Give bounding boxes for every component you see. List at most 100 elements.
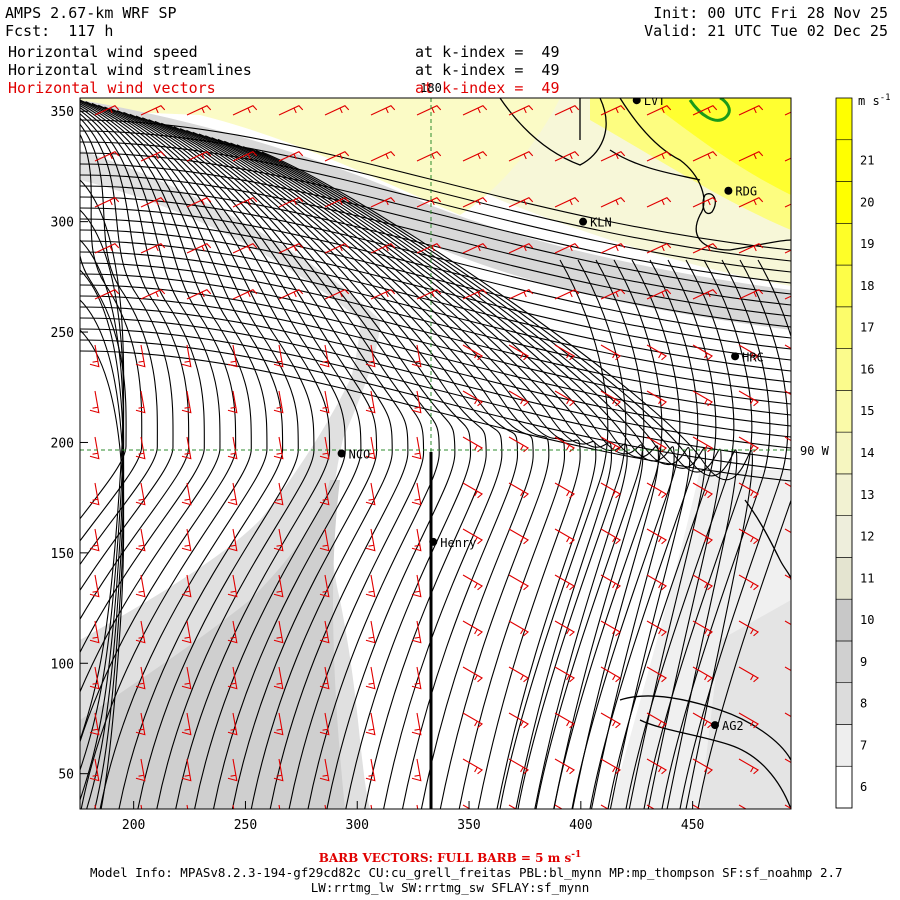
wind-barb (181, 666, 192, 690)
wind-barb (600, 243, 626, 254)
streamline (236, 144, 691, 809)
wind-barb (692, 390, 714, 407)
wind-barb (411, 344, 422, 368)
colorbar-label: 19 (860, 237, 874, 251)
wind-barb (692, 620, 714, 637)
wind-barb (554, 105, 580, 116)
streamline (80, 218, 791, 350)
streamline (85, 101, 315, 809)
field-label-streamlines: Horizontal wind streamlines (8, 61, 252, 79)
colorbar-cell (835, 640, 853, 684)
y-tick-label: 50 (58, 768, 74, 783)
wind-barb (186, 151, 212, 162)
colorbar-label: 8 (860, 697, 867, 711)
wind-barb (227, 482, 238, 506)
wind-barb (738, 151, 764, 162)
wind-barb (738, 758, 760, 775)
colorbar-label: 16 (860, 362, 874, 376)
wind-barb (692, 197, 718, 208)
wind-barb (646, 666, 668, 683)
streamline (186, 129, 566, 809)
wind-barb (508, 390, 530, 407)
streamline (80, 295, 791, 427)
colorbar-label: 11 (860, 571, 874, 585)
wind-barb (462, 712, 484, 729)
wind-barb (181, 712, 192, 736)
wind-barb (89, 758, 100, 782)
station-label: KLN (590, 216, 612, 230)
wind-barb (365, 436, 376, 460)
wind-barb (738, 289, 764, 300)
wind-barb (186, 243, 212, 254)
init-time: Init: 00 UTC Fri 28 Nov 25 (653, 4, 888, 22)
streamline (80, 317, 791, 449)
wind-barb (365, 620, 376, 644)
wind-barb (181, 758, 192, 782)
colorbar-cell (836, 98, 852, 140)
colorbar: 6 7 8 9 10 11 12 13 14 15 16 17 18 19 20 21 (835, 97, 874, 809)
wind-barb (365, 528, 376, 552)
wind-barb (462, 105, 488, 116)
wind-barb (94, 105, 120, 116)
wind-barb (738, 390, 760, 407)
streamline (80, 273, 791, 405)
colorbar-label: 14 (860, 446, 874, 460)
colorbar-cell (835, 181, 853, 224)
wind-barb (692, 436, 714, 453)
wind-barb (324, 197, 350, 208)
wind-barb (600, 574, 622, 591)
wind-barb (324, 243, 350, 254)
wind-barb (227, 712, 238, 736)
wind-barb (600, 197, 626, 208)
station-dot (429, 537, 438, 546)
model-info: Model Info: MPASv8.2.3-194-gf29cd82c CU:… (90, 865, 843, 880)
wind-barb (319, 390, 330, 414)
wind-barb (278, 151, 304, 162)
wind-barb (370, 105, 396, 116)
wind-barb (232, 105, 258, 116)
streamline (192, 131, 581, 809)
wind-barb (135, 758, 146, 782)
wind-barb (738, 197, 764, 208)
wind-barb (370, 197, 396, 208)
station-label: LVT (644, 94, 666, 108)
wind-barb (319, 436, 330, 460)
station-label: NCO (349, 448, 371, 462)
wind-barb (324, 151, 350, 162)
wind-barbs (89, 105, 791, 809)
streamline (571, 259, 681, 809)
wind-barb (554, 574, 576, 591)
colorbar-cell (835, 348, 853, 391)
station-label: HRC (742, 350, 764, 364)
wind-barb (278, 105, 304, 116)
colorbar-cell (835, 765, 853, 809)
wind-barb (140, 289, 166, 300)
wind-barb (411, 712, 422, 736)
wind-barb (324, 289, 350, 300)
wind-barb (89, 528, 100, 552)
colorbar-label: 18 (860, 279, 874, 293)
wind-barb (554, 482, 576, 499)
streamline (625, 259, 735, 809)
station-label: RDG (735, 185, 757, 199)
wind-streamlines (80, 99, 791, 809)
colorbar-cell (835, 557, 853, 600)
wind-barb (365, 574, 376, 598)
wind-barb (462, 436, 484, 453)
wind-barb (89, 712, 100, 736)
streamline (148, 119, 472, 809)
wind-barb (227, 574, 238, 598)
y-tick-label: 300 (51, 216, 74, 231)
wind-barb (554, 390, 576, 407)
streamline (517, 259, 627, 809)
x-tick-label: 400 (569, 818, 592, 833)
wind-barb (411, 574, 422, 598)
colorbar-label: 15 (860, 404, 874, 418)
wind-barb (319, 528, 330, 552)
wind-barb (554, 712, 576, 729)
wind-barb (416, 804, 419, 809)
wind-barb (646, 528, 668, 545)
streamline (535, 259, 645, 809)
wind-barb (135, 528, 146, 552)
wind-barb (416, 197, 442, 208)
